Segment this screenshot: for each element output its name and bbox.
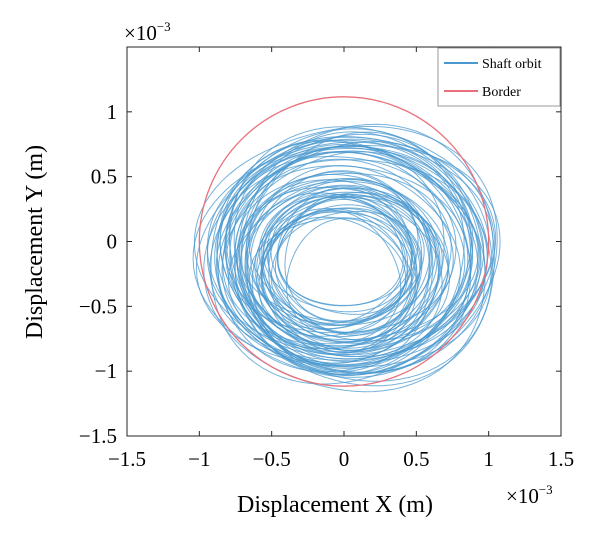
orbit-loop — [234, 172, 452, 349]
orbit-loop — [246, 165, 462, 367]
x-tick-label: −1 — [188, 447, 210, 471]
orbit-loop — [239, 177, 431, 354]
x-tick-label: 1.5 — [548, 447, 574, 471]
x-tick-label: 0 — [339, 447, 350, 471]
y-tick-label: −0.5 — [79, 294, 117, 318]
orbit-loop — [227, 184, 443, 360]
orbit-loop — [247, 145, 488, 376]
x-tick-label: −0.5 — [253, 447, 291, 471]
y-tick-label: −1 — [95, 359, 117, 383]
x-tick-label: 0.5 — [403, 447, 429, 471]
x-tick-label: −1.5 — [108, 447, 146, 471]
shaft-orbit-series — [192, 123, 501, 393]
legend-label-shaft-orbit: Shaft orbit — [482, 57, 542, 72]
border-series — [198, 96, 490, 387]
orbit-loop — [195, 136, 492, 368]
legend: Shaft orbit Border — [437, 47, 561, 107]
orbit-loop — [277, 194, 415, 315]
y-tick-label: −1.5 — [79, 424, 117, 448]
orbit-loop — [267, 207, 406, 324]
orbit-loop — [206, 141, 465, 374]
orbit-loop — [244, 174, 450, 364]
orbit-loop — [241, 145, 479, 341]
y-axis-title: Displacement Y (m) — [22, 145, 48, 339]
orbit-loop — [215, 141, 493, 382]
orbit-loop — [274, 210, 423, 336]
orbit-loop — [221, 151, 472, 375]
orbit-loop — [254, 191, 440, 352]
orbit-loop — [258, 187, 431, 334]
orbit-loop — [284, 194, 417, 322]
border-circle — [198, 96, 490, 387]
x-tick-label: 1 — [483, 447, 494, 471]
orbit-loop — [266, 191, 437, 335]
y-tick-labels: 1 0.5 0 −0.5 −1 −1.5 — [79, 100, 117, 448]
orbit-loop — [209, 143, 471, 361]
y-multiplier: ×10−3 — [124, 19, 171, 45]
orbit-loop — [217, 146, 486, 366]
orbit-loop — [203, 133, 486, 393]
orbit-loop — [260, 196, 413, 330]
y-tick-label: 0 — [107, 230, 118, 254]
x-multiplier: ×10−3 — [506, 482, 553, 508]
x-tick-labels: −1.5 −1 −0.5 0 0.5 1 1.5 — [108, 447, 574, 471]
orbit-loop — [270, 210, 409, 327]
orbit-loop — [270, 196, 425, 324]
orbit-loop — [261, 207, 408, 333]
orbit-loop — [248, 178, 419, 326]
orbit-loop — [240, 131, 488, 356]
orbit-loop — [245, 192, 422, 337]
x-axis-title: Displacement X (m) — [237, 492, 433, 518]
y-tick-label: 0.5 — [91, 165, 117, 189]
y-tick-label: 1 — [107, 100, 118, 124]
orbit-loop — [219, 145, 472, 369]
legend-label-border: Border — [482, 85, 521, 100]
orbit-loop — [206, 128, 482, 358]
legend-box — [437, 47, 561, 107]
